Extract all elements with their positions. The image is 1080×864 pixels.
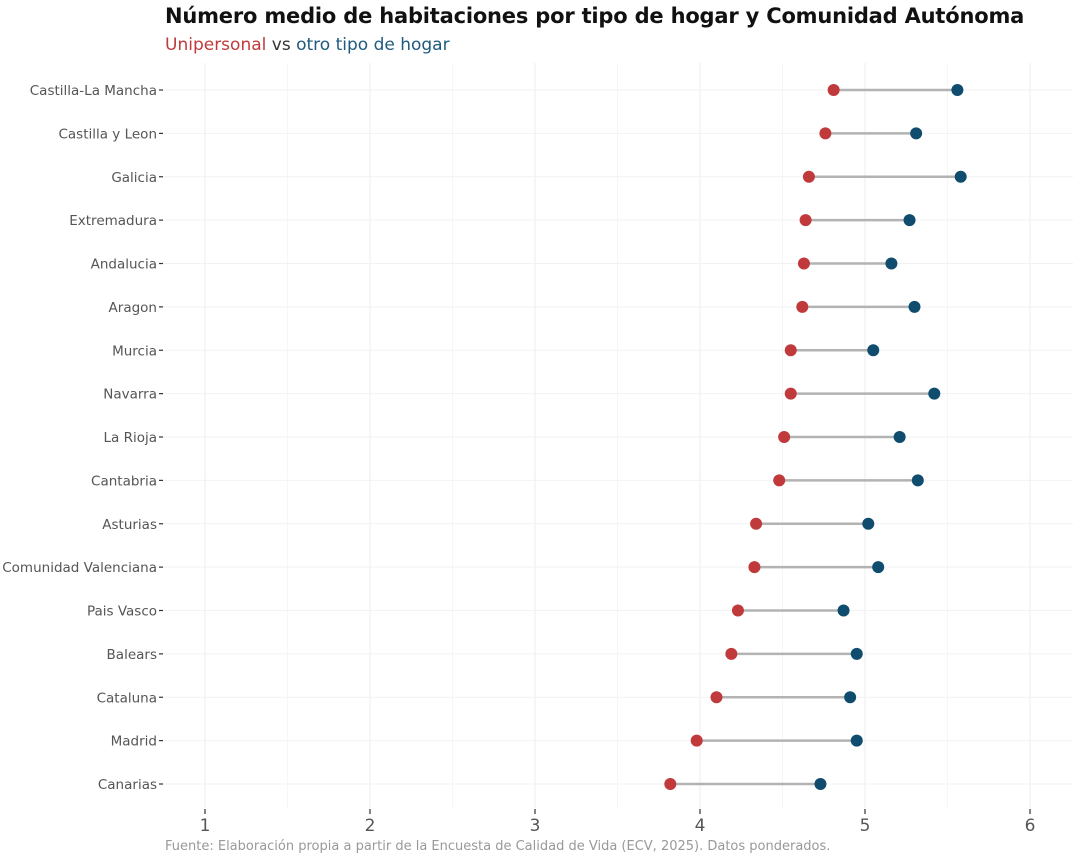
y-tick-label: Navarra xyxy=(103,387,157,403)
y-tick-label: Canarias xyxy=(98,777,157,793)
point-unipersonal xyxy=(725,647,738,660)
y-tick-label: Madrid xyxy=(111,734,157,750)
point-unipersonal xyxy=(664,778,677,790)
y-tick-label: Cantabria xyxy=(91,473,157,489)
point-otro-tipo xyxy=(893,431,906,443)
point-unipersonal xyxy=(827,84,840,96)
point-unipersonal xyxy=(773,474,786,487)
y-tick-label: Extremadura xyxy=(69,213,157,229)
y-tick-label: Comunidad Valenciana xyxy=(2,560,157,576)
y-tick-label: Aragon xyxy=(109,300,157,316)
point-unipersonal xyxy=(710,691,723,704)
point-otro-tipo xyxy=(850,734,863,747)
point-otro-tipo xyxy=(908,300,921,313)
x-axis: 1 2 3 4 5 6 xyxy=(200,809,1036,836)
chart-title: Número medio de habitaciones por tipo de… xyxy=(165,4,1025,28)
y-tick-label: Murcia xyxy=(112,343,157,359)
y-tick-label: Pais Vasco xyxy=(87,604,157,620)
point-unipersonal xyxy=(799,214,812,227)
point-otro-tipo xyxy=(862,517,875,530)
y-tick-label: Asturias xyxy=(102,517,157,533)
point-unipersonal xyxy=(731,604,744,617)
y-tick-label: La Rioja xyxy=(104,430,158,446)
x-tick-label: 5 xyxy=(860,816,871,836)
segments xyxy=(670,88,961,786)
legend-vs: vs xyxy=(266,35,297,55)
point-unipersonal xyxy=(690,734,703,747)
y-tick-label: Castilla y Leon xyxy=(58,126,157,142)
point-otro-tipo xyxy=(903,214,916,227)
y-tick-label: Andalucia xyxy=(91,257,157,273)
chart-subtitle: Unipersonal vs otro tipo de hogar xyxy=(165,35,450,55)
y-tick-label: Castilla-La Mancha xyxy=(30,83,157,99)
point-unipersonal xyxy=(819,127,832,140)
point-unipersonal xyxy=(802,170,815,183)
point-unipersonal xyxy=(796,300,809,313)
point-otro-tipo xyxy=(910,127,923,140)
point-otro-tipo xyxy=(837,604,850,617)
point-unipersonal xyxy=(784,387,797,400)
grid-lines xyxy=(163,63,1073,808)
points xyxy=(664,84,967,790)
point-otro-tipo xyxy=(911,474,924,487)
point-otro-tipo xyxy=(850,647,863,660)
point-unipersonal xyxy=(778,431,791,443)
y-tick-label: Galicia xyxy=(111,170,157,186)
x-tick-label: 4 xyxy=(695,816,706,836)
x-tick-label: 6 xyxy=(1025,816,1036,836)
point-otro-tipo xyxy=(814,778,827,790)
point-otro-tipo xyxy=(951,84,964,96)
point-unipersonal xyxy=(748,561,761,574)
point-unipersonal xyxy=(784,344,797,357)
point-unipersonal xyxy=(797,257,810,270)
point-otro-tipo xyxy=(928,387,941,400)
point-otro-tipo xyxy=(844,691,857,704)
x-tick-label: 3 xyxy=(530,816,541,836)
point-otro-tipo xyxy=(954,170,967,183)
point-otro-tipo xyxy=(885,257,898,270)
x-tick-label: 1 xyxy=(200,816,211,836)
point-unipersonal xyxy=(750,517,763,530)
point-otro-tipo xyxy=(867,344,880,357)
legend-otro-tipo: otro tipo de hogar xyxy=(296,35,450,55)
y-axis: Castilla-La Mancha Castilla y Leon Galicia… xyxy=(2,83,163,793)
y-tick-label: Cataluna xyxy=(97,690,157,706)
legend-unipersonal: Unipersonal xyxy=(165,35,267,55)
y-tick-label: Balears xyxy=(107,647,157,663)
x-tick-label: 2 xyxy=(365,816,376,836)
chart-caption: Fuente: Elaboración propia a partir de l… xyxy=(165,839,831,854)
point-otro-tipo xyxy=(872,561,885,574)
